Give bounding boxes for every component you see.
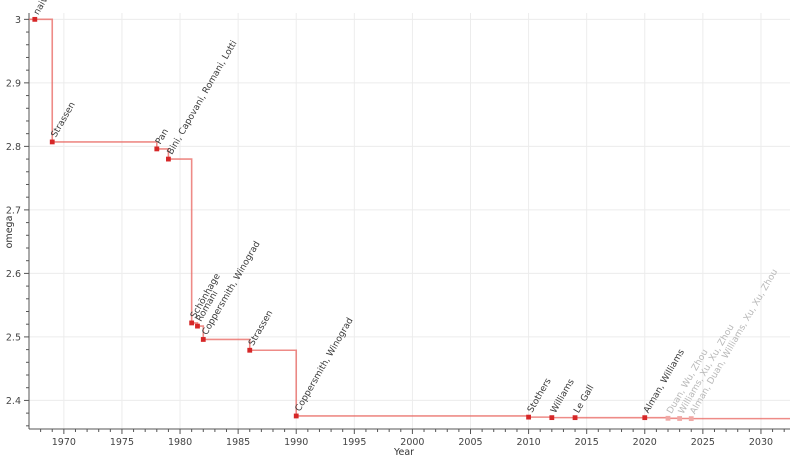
data-point-label: naive: [32, 0, 53, 17]
data-point-marker: [293, 413, 299, 419]
x-axis-tick-label: 2020: [633, 437, 657, 448]
y-axis-tick-label: 3: [15, 15, 21, 26]
axis-tick-labels: 1970 1975 1980 1985 1990 1995 2000 2005 2010 2015…: [6, 15, 773, 448]
data-point-marker: [549, 415, 555, 421]
data-point-label: Bini, Capovani, Romani, Lotti: [166, 39, 240, 156]
data-point-label: Strassen: [247, 309, 275, 348]
data-point-marker: [688, 416, 694, 422]
data-point-marker: [154, 146, 160, 152]
x-axis-tick-label: 1975: [110, 437, 134, 448]
y-axis-tick-label: 2.5: [6, 332, 21, 343]
data-point-marker: [526, 414, 531, 420]
data-point-marker: [166, 156, 171, 162]
x-axis-tick-label: 2000: [400, 437, 424, 448]
data-point-marker: [189, 320, 195, 326]
data-point-marker: [49, 139, 55, 145]
x-axis-tick-label: 2030: [749, 437, 773, 448]
x-axis-tick-label: 1990: [284, 437, 308, 448]
x-axis-tick-label: 1980: [168, 437, 192, 448]
data-point-label: Coppersmith, Winograd: [294, 316, 356, 413]
axis-ticks: [24, 18, 785, 434]
data-point-marker: [200, 337, 206, 342]
data-point-label: Le Gall: [572, 384, 596, 416]
y-axis-title: omega: [4, 216, 15, 249]
y-axis-tick-label: 2.4: [6, 396, 21, 407]
x-axis-tick-label: 2025: [691, 437, 715, 448]
x-axis-tick-label: 2015: [575, 437, 599, 448]
axis-lines: [28, 13, 790, 430]
data-point-marker: [247, 347, 253, 353]
x-axis-tick-label: 1970: [52, 437, 76, 448]
data-point-label: Pan: [154, 127, 171, 146]
data-point-marker: [677, 416, 683, 421]
x-axis-tick-label: 2010: [516, 437, 540, 448]
y-axis-tick-label: 2.9: [6, 78, 21, 89]
x-axis-tick-label: 1985: [226, 437, 250, 448]
grid-lines: [29, 13, 790, 429]
data-point-marker: [32, 16, 38, 22]
y-axis-tick-label: 2.8: [6, 142, 21, 153]
data-point-marker: [572, 415, 578, 421]
x-axis-tick-label: 1995: [342, 437, 366, 448]
data-point-marker: [195, 323, 200, 329]
data-point-marker: [665, 415, 671, 421]
data-point-markers: [32, 16, 694, 422]
x-axis-title: Year: [393, 447, 414, 458]
x-axis-tick-label: 2005: [458, 437, 482, 448]
y-axis-tick-label: 2.6: [6, 269, 21, 280]
data-point-marker: [642, 415, 648, 421]
y-axis-tick-label: 2.7: [6, 205, 21, 216]
